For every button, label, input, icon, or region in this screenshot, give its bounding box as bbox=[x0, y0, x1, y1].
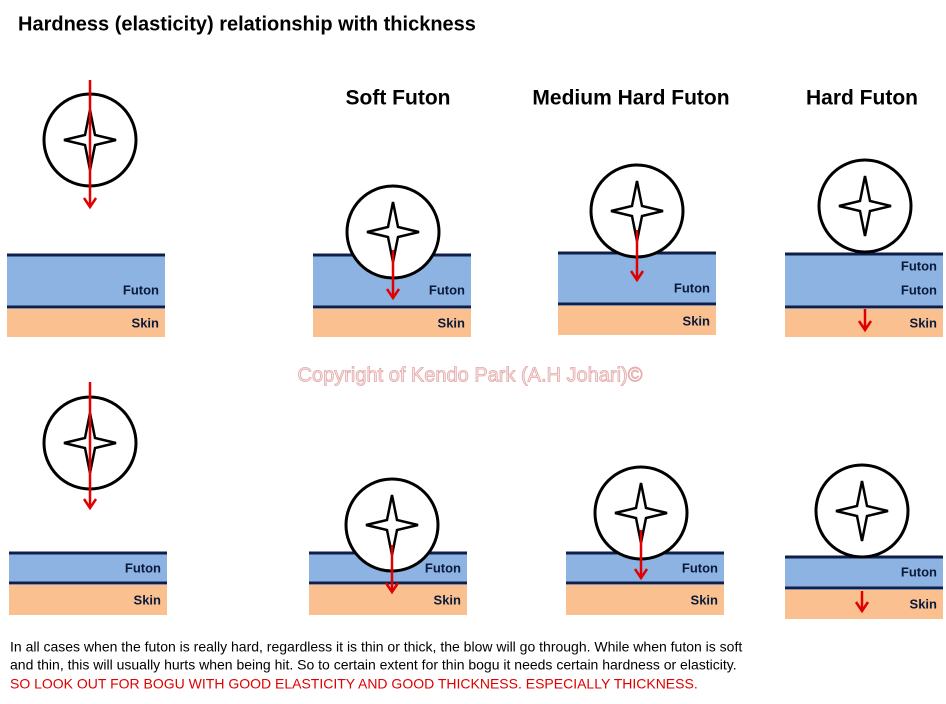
futon-layer bbox=[7, 255, 165, 307]
skin-layer bbox=[558, 306, 716, 335]
layer-label: Futon bbox=[125, 560, 161, 575]
title: Hardness (elasticity) relationship with … bbox=[18, 13, 476, 35]
layer-label: Futon bbox=[123, 282, 159, 297]
futon-layer bbox=[785, 254, 943, 307]
star-icon bbox=[838, 175, 892, 237]
layer-label: Futon bbox=[425, 560, 461, 575]
skin-layer bbox=[785, 590, 943, 619]
layer-label: Futon bbox=[682, 560, 718, 575]
skin-layer bbox=[7, 309, 165, 337]
layer-label: Skin bbox=[910, 315, 938, 330]
force-arrow-head bbox=[857, 320, 873, 333]
layer-label: Skin bbox=[134, 592, 162, 607]
column-header: Hard Futon bbox=[806, 87, 918, 110]
force-arrow-head bbox=[629, 270, 645, 283]
skin-layer bbox=[309, 585, 467, 615]
skin-layer bbox=[9, 585, 167, 615]
layer-label: Futon bbox=[901, 258, 937, 273]
watermark: Copyright of Kendo Park (A.H Johari)© bbox=[298, 364, 643, 386]
force-arrow-head bbox=[82, 498, 98, 511]
skin-layer bbox=[313, 309, 471, 337]
layer-label: Futon bbox=[901, 282, 937, 297]
layer-label: Futon bbox=[901, 564, 937, 579]
layer-label: Skin bbox=[683, 313, 711, 328]
star-icon bbox=[835, 480, 889, 542]
layer-label: Skin bbox=[132, 315, 160, 330]
layer-label: Skin bbox=[434, 592, 462, 607]
layer-label: Futon bbox=[429, 282, 465, 297]
force-arrow-head bbox=[633, 568, 649, 581]
layer-label: Futon bbox=[674, 280, 710, 295]
futon-layer bbox=[9, 553, 167, 583]
layer-label: Skin bbox=[910, 596, 938, 611]
layer-label: Skin bbox=[438, 315, 466, 330]
force-arrow-head bbox=[82, 197, 98, 210]
body-text: In all cases when the futon is really ha… bbox=[10, 639, 742, 655]
force-arrow-head bbox=[384, 582, 400, 595]
column-header: Medium Hard Futon bbox=[532, 87, 729, 110]
layer-label: Skin bbox=[691, 592, 719, 607]
force-arrow-head bbox=[854, 601, 870, 614]
force-arrow-head bbox=[385, 288, 401, 301]
skin-layer bbox=[566, 585, 724, 615]
warning-text: SO LOOK OUT FOR BOGU WITH GOOD ELASTICIT… bbox=[10, 676, 698, 692]
futon-layer bbox=[785, 557, 943, 588]
body-text: and thin, this will usually hurts when b… bbox=[10, 657, 737, 673]
column-header: Soft Futon bbox=[346, 87, 451, 110]
